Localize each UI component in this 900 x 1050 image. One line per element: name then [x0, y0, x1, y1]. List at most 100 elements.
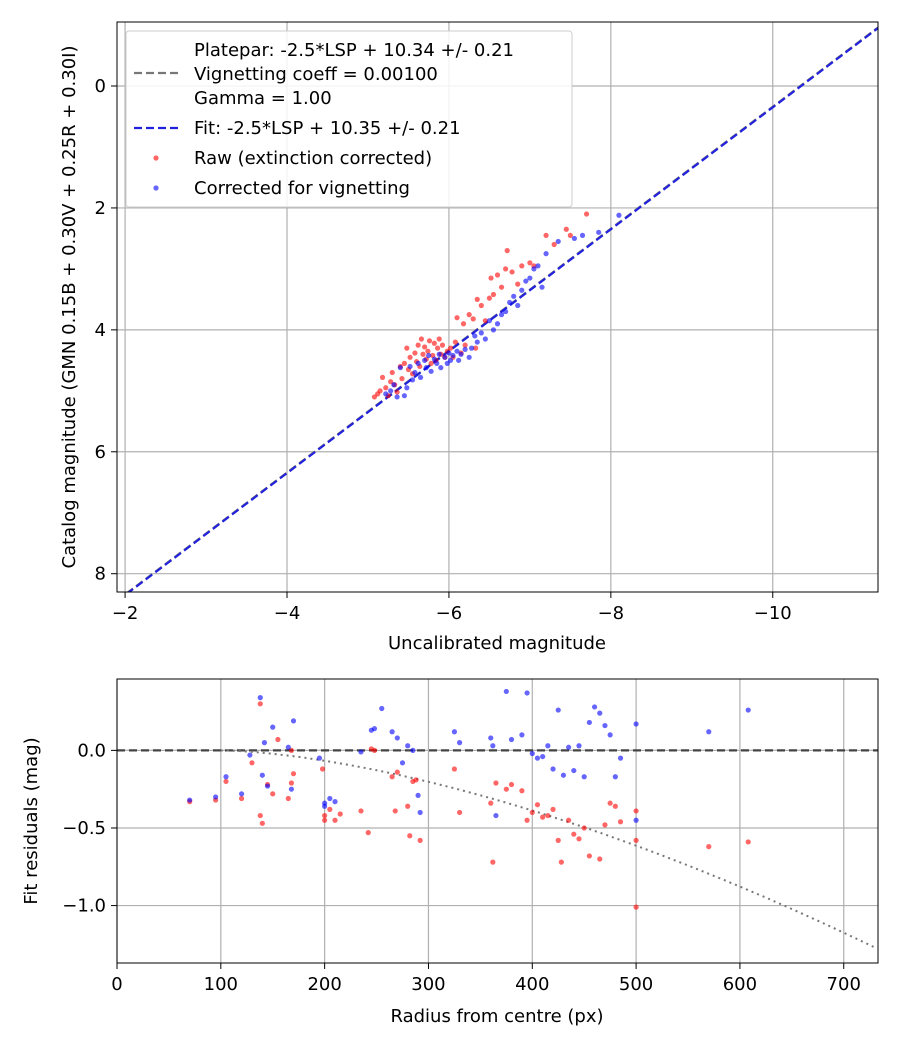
bottom-corrected-point [223, 774, 229, 780]
top-corrected-point [401, 393, 407, 399]
top-corrected-point [498, 312, 505, 318]
bottom-scatter-points [187, 688, 751, 910]
top-raw-point [388, 379, 394, 385]
bottom-corrected-point [571, 767, 577, 774]
bottom-raw-point [490, 859, 496, 865]
top-raw-point [415, 342, 421, 348]
top-corrected-point [515, 302, 521, 309]
top-corrected-point [383, 391, 389, 397]
top-corrected-point [519, 287, 525, 293]
top-corrected-point [436, 351, 442, 357]
bottom-raw-point [337, 811, 343, 817]
bottom-x-tick-label: 600 [723, 974, 757, 995]
bottom-corrected-point [508, 736, 515, 743]
bottom-raw-point [555, 837, 561, 843]
bottom-raw-point [417, 837, 423, 843]
bottom-corrected-point [415, 792, 421, 798]
bottom-raw-point [358, 808, 364, 814]
bottom-corrected-point [327, 795, 333, 802]
top-corrected-point [535, 263, 541, 269]
bottom-corrected-point [545, 743, 551, 749]
top-corrected-point [579, 232, 586, 238]
bottom-axes-frame [116, 678, 879, 964]
top-raw-point [504, 248, 510, 254]
bottom-raw-point [633, 808, 639, 814]
bottom-corrected-point [633, 721, 639, 727]
bottom-corrected-point [597, 710, 603, 716]
bottom-raw-point [288, 780, 295, 786]
top-corrected-point [616, 212, 622, 218]
bottom-raw-point [407, 833, 413, 839]
top-raw-point [401, 360, 407, 366]
top-corrected-point [431, 356, 437, 362]
bottom-corrected-point [706, 729, 712, 735]
top-corrected-point [478, 330, 484, 336]
bottom-corrected-point [602, 722, 608, 729]
bottom-corrected-point [316, 755, 323, 761]
bottom-raw-point [545, 812, 551, 819]
top-raw-point [462, 342, 468, 348]
top-raw-point [460, 321, 467, 327]
top-corrected-point [468, 345, 475, 351]
top-corrected-point [415, 360, 421, 366]
bottom-raw-point [540, 814, 546, 820]
bottom-raw-point [371, 747, 378, 753]
top-fit-lines [126, 26, 878, 592]
bottom-raw-point [259, 820, 265, 826]
bottom-corrected-point [617, 755, 624, 761]
bottom-raw-point [270, 791, 276, 797]
bottom-raw-point [285, 795, 291, 802]
bottom-corrected-point [332, 799, 338, 805]
bottom-raw-point [745, 839, 751, 845]
bottom-corrected-point [607, 732, 613, 738]
bottom-raw-point [451, 766, 458, 772]
top-corrected-point [539, 284, 545, 290]
top-corrected-point [458, 351, 464, 357]
bottom-corrected-point [519, 732, 525, 738]
bottom-raw-point [257, 701, 263, 707]
bottom-corrected-point [581, 774, 587, 780]
bottom-corrected-point [270, 724, 276, 730]
bottom-corrected-point [503, 688, 509, 695]
top-raw-point [482, 318, 488, 324]
top-raw-point [418, 336, 424, 342]
top-corrected-point [422, 357, 428, 363]
bottom-raw-point [493, 780, 499, 786]
legend-raw-marker [153, 155, 159, 161]
magnitude-calibration-plot: −2 −4 −6 −8 −10 0 2 4 6 8 Uncalibrated magnitude… [59, 21, 879, 654]
bottom-corrected-point [490, 743, 496, 749]
legend-corrected-text: Corrected for vignetting [194, 178, 410, 199]
top-corrected-point [511, 293, 517, 299]
bottom-x-axis-label: Radius from centre (px) [390, 1006, 603, 1027]
top-corrected-point [454, 348, 460, 354]
bottom-corrected-point [493, 812, 499, 819]
bottom-corrected-point [529, 750, 535, 757]
bottom-corrected-point [451, 729, 458, 735]
top-corrected-point [486, 318, 493, 324]
top-corrected-point [502, 308, 509, 315]
bottom-raw-point [238, 795, 245, 802]
bottom-corrected-point [586, 719, 592, 726]
top-y-tick-label: 8 [95, 564, 106, 585]
top-corrected-point [438, 365, 444, 371]
top-raw-point [389, 369, 395, 376]
top-corrected-point [391, 382, 397, 388]
top-raw-point [422, 344, 428, 350]
bottom-raw-point [576, 836, 582, 842]
top-raw-point [371, 394, 378, 400]
top-x-tick-label: −2 [112, 603, 139, 624]
top-corrected-point [397, 365, 403, 371]
fit-line [127, 27, 878, 592]
top-corrected-point [527, 275, 533, 281]
bottom-corrected-point [259, 772, 265, 778]
bottom-raw-point [519, 788, 525, 794]
bottom-corrected-point [379, 705, 385, 712]
top-raw-point [478, 302, 484, 309]
top-corrected-point [490, 327, 497, 333]
bottom-corrected-point [264, 783, 271, 789]
top-raw-point [434, 345, 441, 351]
top-corrected-point [446, 350, 452, 356]
top-corrected-point [394, 394, 400, 400]
bottom-corrected-point [371, 726, 378, 732]
